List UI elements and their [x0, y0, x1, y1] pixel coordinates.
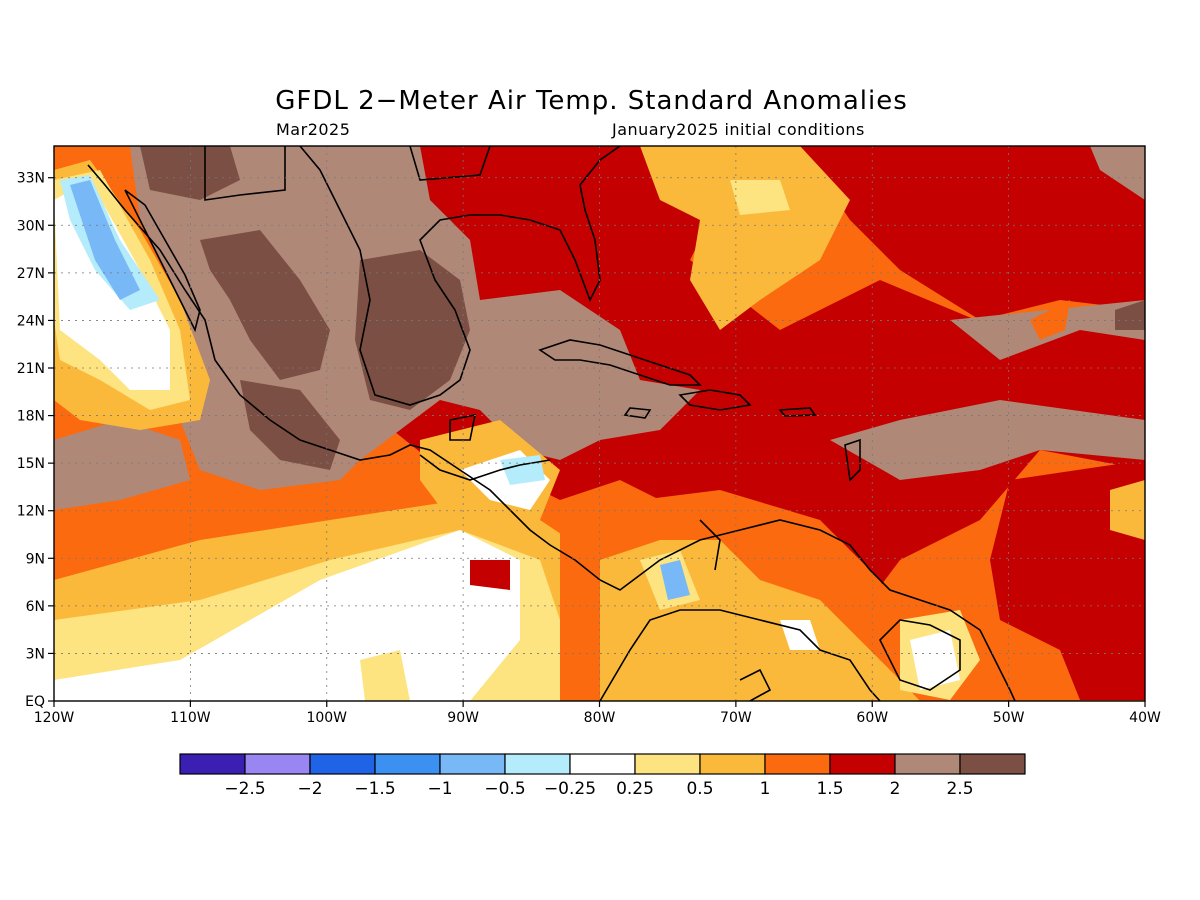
y-tick-label: 21N — [17, 361, 45, 377]
colorbar-swatch — [764, 753, 831, 775]
colorbar-swatch — [179, 753, 246, 775]
forecast-month: Mar2025 — [276, 120, 351, 139]
colorbar-swatch — [894, 753, 961, 775]
colorbar-label: −1 — [427, 779, 452, 799]
colorbar-swatch — [504, 753, 571, 775]
x-tick-label: 90W — [447, 710, 479, 726]
colorbar: −2.5 −2 −1.5 −1 −0.5 −0.25 0.25 0.5 1 1.5 2 2.5 — [179, 753, 1026, 799]
x-tick-label: 80W — [584, 710, 616, 726]
grid-lines — [54, 146, 1145, 701]
chart-title: GFDL 2−Meter Air Temp. Standard Anomalie… — [275, 86, 908, 116]
colorbar-label: −2.5 — [224, 779, 265, 799]
colorbar-label: 2 — [890, 779, 901, 799]
y-tick-label: 15N — [17, 456, 45, 472]
y-tick-label: 30N — [17, 218, 45, 234]
colorbar-label: −2 — [297, 779, 322, 799]
colorbar-swatch — [309, 753, 376, 775]
y-tick-label: 9N — [26, 551, 45, 567]
x-tick-label: 110W — [170, 710, 211, 726]
colorbar-label: 2.5 — [946, 779, 973, 799]
colorbar-label: 1 — [760, 779, 771, 799]
colorbar-label: −1.5 — [354, 779, 395, 799]
coastlines — [87, 146, 1016, 701]
colorbar-swatch — [439, 753, 506, 775]
y-tick-label: 24N — [17, 313, 45, 329]
x-tick-label: 70W — [720, 710, 752, 726]
x-tick-label: 60W — [856, 710, 888, 726]
colorbar-swatch — [374, 753, 441, 775]
y-tick-label: 18N — [17, 409, 45, 425]
colorbar-swatch — [634, 753, 701, 775]
colorbar-label: 0.5 — [686, 779, 713, 799]
colorbar-label: 1.5 — [816, 779, 843, 799]
x-tick-label: 50W — [993, 710, 1025, 726]
y-tick-label: 12N — [17, 504, 45, 520]
anomaly-field — [54, 146, 1145, 701]
colorbar-swatch — [244, 753, 311, 775]
y-tick-label: 27N — [17, 266, 45, 282]
y-tick-label: 6N — [26, 599, 45, 615]
x-tick-label: 100W — [306, 710, 347, 726]
y-tick-label: 3N — [26, 646, 45, 662]
colorbar-swatch — [569, 753, 636, 775]
y-tick-label: 33N — [17, 171, 45, 187]
x-tick-label: 120W — [34, 710, 75, 726]
y-axis: EQ 3N 6N 9N 12N 15N 18N 21N 24N 27N 30N 33N — [17, 171, 54, 710]
colorbar-swatch — [959, 753, 1026, 775]
colorbar-label: −0.5 — [484, 779, 525, 799]
x-tick-label: 40W — [1129, 710, 1161, 726]
colorbar-label: 0.25 — [616, 779, 654, 799]
initial-conditions: January2025 initial conditions — [612, 120, 865, 139]
y-tick-label: EQ — [25, 694, 45, 710]
x-axis: 120W 110W 100W 90W 80W 70W 60W 50W 40W — [34, 701, 1161, 726]
colorbar-swatch — [829, 753, 896, 775]
colorbar-label: −0.25 — [544, 779, 596, 799]
colorbar-swatch — [699, 753, 766, 775]
